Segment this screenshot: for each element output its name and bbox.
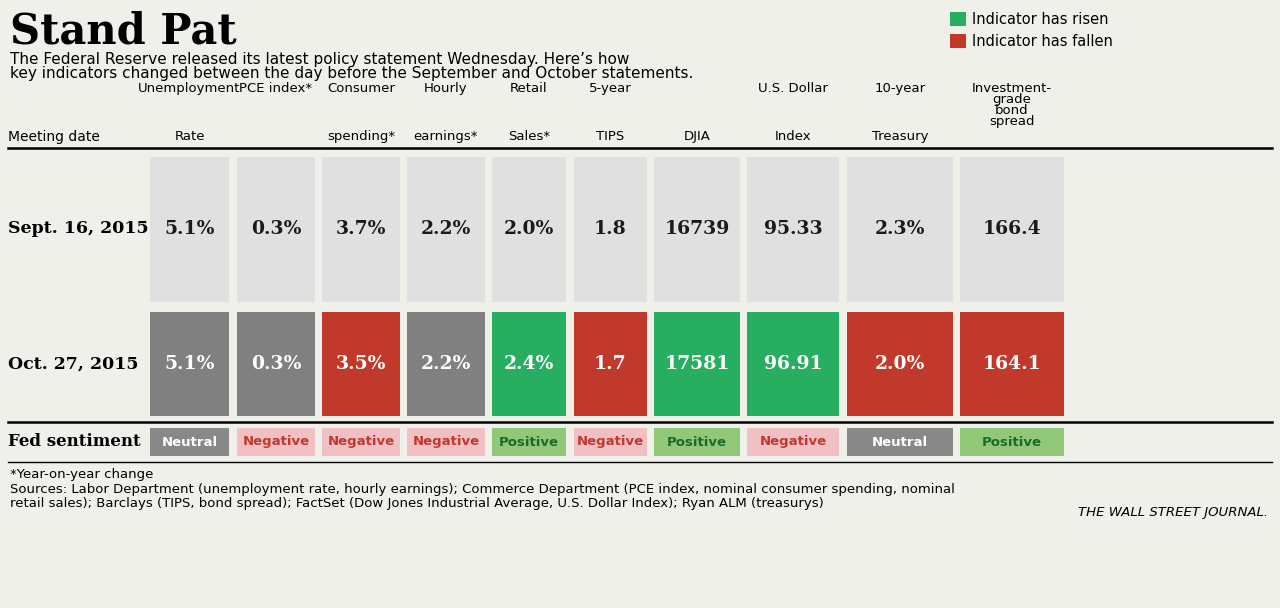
Text: 2.3%: 2.3% [874,219,925,238]
FancyBboxPatch shape [960,312,1064,416]
Text: Oct. 27, 2015: Oct. 27, 2015 [8,356,138,373]
Text: retail sales); Barclays (TIPS, bond spread); FactSet (Dow Jones Industrial Avera: retail sales); Barclays (TIPS, bond spre… [10,497,824,510]
FancyBboxPatch shape [407,157,485,302]
Text: THE WALL STREET JOURNAL.: THE WALL STREET JOURNAL. [1078,506,1268,519]
FancyBboxPatch shape [323,312,399,416]
Text: Indicator has fallen: Indicator has fallen [972,33,1112,49]
FancyBboxPatch shape [748,157,838,302]
Text: grade: grade [992,93,1032,106]
Text: 0.3%: 0.3% [251,355,301,373]
FancyBboxPatch shape [654,428,740,456]
Text: earnings*: earnings* [413,130,479,143]
FancyBboxPatch shape [748,428,838,456]
Text: TIPS: TIPS [596,130,625,143]
Text: 2.2%: 2.2% [421,219,471,238]
Text: bond: bond [995,104,1029,117]
Text: Negative: Negative [412,435,480,449]
Text: Negative: Negative [577,435,644,449]
Text: PCE index*: PCE index* [239,82,312,95]
FancyBboxPatch shape [950,34,966,48]
FancyBboxPatch shape [492,428,566,456]
Text: 166.4: 166.4 [983,219,1042,238]
Text: 5.1%: 5.1% [164,355,215,373]
FancyBboxPatch shape [237,428,315,456]
Text: 2.4%: 2.4% [504,355,554,373]
FancyBboxPatch shape [950,12,966,26]
Text: Unemployment: Unemployment [138,82,241,95]
FancyBboxPatch shape [407,312,485,416]
Text: Neutral: Neutral [872,435,928,449]
FancyBboxPatch shape [847,312,954,416]
FancyBboxPatch shape [323,428,399,456]
Text: Hourly: Hourly [424,82,467,95]
Text: 96.91: 96.91 [764,355,822,373]
Text: 2.0%: 2.0% [504,219,554,238]
Text: Investment-: Investment- [972,82,1052,95]
Text: Retail: Retail [511,82,548,95]
Text: Sept. 16, 2015: Sept. 16, 2015 [8,220,148,237]
Text: 0.3%: 0.3% [251,219,301,238]
FancyBboxPatch shape [847,157,954,302]
Text: key indicators changed between the day before the September and October statemen: key indicators changed between the day b… [10,66,694,81]
FancyBboxPatch shape [150,428,229,456]
FancyBboxPatch shape [960,157,1064,302]
Text: DJIA: DJIA [684,130,710,143]
FancyBboxPatch shape [150,312,229,416]
Text: Negative: Negative [328,435,394,449]
Text: Negative: Negative [242,435,310,449]
Text: 164.1: 164.1 [983,355,1042,373]
FancyBboxPatch shape [654,312,740,416]
Text: Index: Index [774,130,812,143]
FancyBboxPatch shape [847,428,954,456]
Text: Negative: Negative [759,435,827,449]
Text: 10-year: 10-year [874,82,925,95]
Text: Treasury: Treasury [872,130,928,143]
Text: 16739: 16739 [664,219,730,238]
FancyBboxPatch shape [573,157,646,302]
FancyBboxPatch shape [960,428,1064,456]
Text: Meeting date: Meeting date [8,130,100,144]
Text: 3.5%: 3.5% [335,355,387,373]
FancyBboxPatch shape [654,157,740,302]
FancyBboxPatch shape [150,157,229,302]
Text: Neutral: Neutral [161,435,218,449]
Text: Consumer: Consumer [328,82,396,95]
Text: 1.8: 1.8 [594,219,627,238]
FancyBboxPatch shape [748,312,838,416]
Text: 2.0%: 2.0% [874,355,925,373]
Text: Stand Pat: Stand Pat [10,10,237,52]
Text: 2.2%: 2.2% [421,355,471,373]
FancyBboxPatch shape [573,428,646,456]
Text: Sales*: Sales* [508,130,550,143]
Text: 3.7%: 3.7% [335,219,387,238]
Text: Rate: Rate [174,130,205,143]
Text: spread: spread [989,115,1034,128]
FancyBboxPatch shape [492,157,566,302]
FancyBboxPatch shape [573,312,646,416]
Text: spending*: spending* [326,130,396,143]
Text: 95.33: 95.33 [764,219,822,238]
Text: 17581: 17581 [664,355,730,373]
FancyBboxPatch shape [237,157,315,302]
Text: Sources: Labor Department (unemployment rate, hourly earnings); Commerce Departm: Sources: Labor Department (unemployment … [10,483,955,496]
FancyBboxPatch shape [237,312,315,416]
Text: Positive: Positive [667,435,727,449]
Text: 5-year: 5-year [589,82,632,95]
Text: 1.7: 1.7 [594,355,627,373]
FancyBboxPatch shape [323,157,399,302]
Text: 5.1%: 5.1% [164,219,215,238]
FancyBboxPatch shape [407,428,485,456]
Text: Fed sentiment: Fed sentiment [8,434,141,451]
Text: Positive: Positive [499,435,559,449]
Text: U.S. Dollar: U.S. Dollar [758,82,828,95]
Text: *Year-on-year change: *Year-on-year change [10,468,154,481]
Text: Indicator has risen: Indicator has risen [972,12,1108,27]
FancyBboxPatch shape [492,312,566,416]
Text: The Federal Reserve released its latest policy statement Wednesday. Here’s how: The Federal Reserve released its latest … [10,52,630,67]
Text: Positive: Positive [982,435,1042,449]
